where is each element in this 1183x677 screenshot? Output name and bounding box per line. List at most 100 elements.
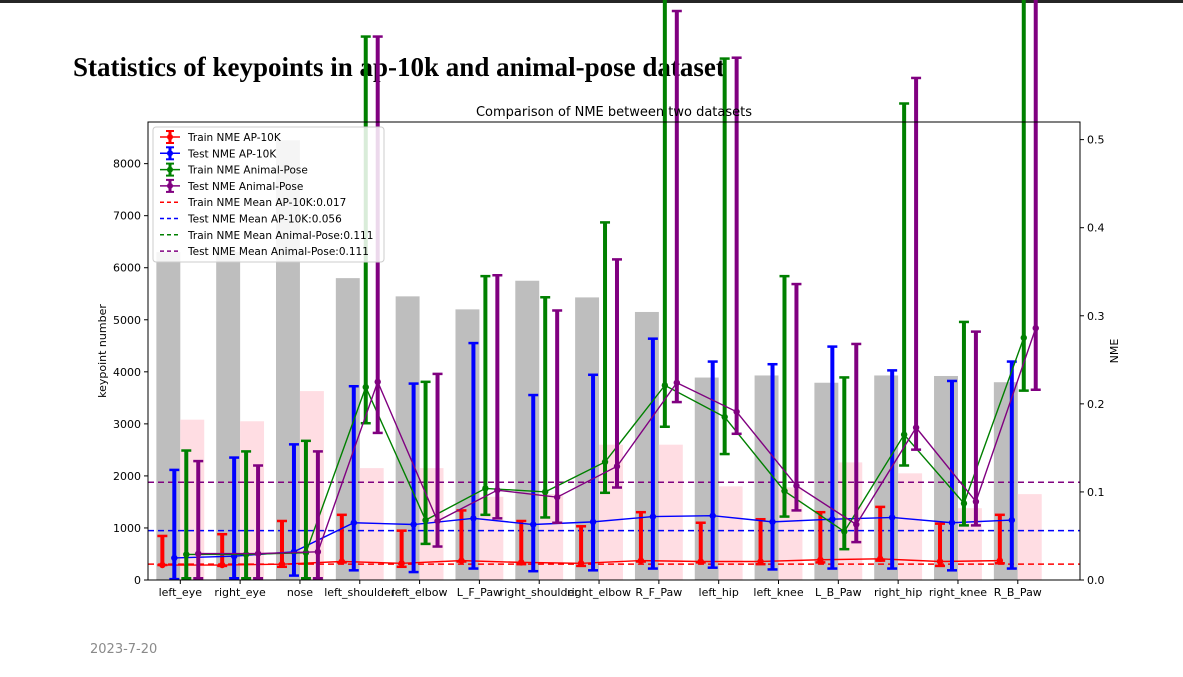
series-3 [181,0,1029,580]
series-point [829,516,836,523]
series-point [159,561,166,569]
legend: Train NME AP-10K Test NME AP-10K Train NME… [152,126,385,263]
x-tick-label: nose [287,586,313,599]
y2-tick-label: 0.3 [1087,310,1105,323]
y2-tick-label: 0.4 [1087,222,1105,235]
series-point [853,521,860,528]
series-point [637,557,645,564]
series-point [709,512,716,519]
series-point [278,560,286,568]
series-point [218,561,226,569]
series-layer [157,0,1041,581]
series-1 [157,505,1005,569]
top-bar [0,0,1183,3]
series-point [530,521,537,528]
bar-primary-l-f-paw [455,309,480,580]
chart-title: Comparison of NME between two datasets [476,105,752,120]
legend-swatch-marker [167,166,173,173]
y2-tick-label: 0.5 [1087,134,1105,147]
x-tick-label: left_elbow [392,586,448,599]
series-point [769,518,776,526]
legend-entry-label: Test NME AP-10K [187,148,277,160]
series-point [458,557,465,564]
x-tick-label: L_F_Paw [457,586,502,599]
bar-secondary-r-b-paw [1017,494,1042,580]
series-point [434,517,441,525]
series-point [900,431,908,438]
series-point [410,521,417,528]
series-point [1032,324,1039,332]
bar-primary-l-b-paw [814,382,839,580]
y-tick-label: 7000 [113,210,141,223]
y-tick-label: 3000 [113,418,141,431]
x-tick-label: left_eye [159,586,203,599]
series-point [1008,516,1016,524]
legend-entry-label: Test NME Animal-Pose [187,181,303,193]
series-point [195,550,202,557]
series-point [350,519,357,526]
series-point [601,458,609,466]
series-point [242,551,250,558]
y-tick-label: 8000 [113,158,141,171]
x-tick-label: L_B_Paw [815,586,862,599]
y-tick-label: 4000 [113,366,141,379]
x-tick-label: left_hip [699,586,739,599]
bar-secondary-right-knee [957,508,982,580]
y2-tick-label: 0.0 [1087,574,1105,587]
series-point [757,558,764,565]
x-tick-label: left_shoulder [324,586,396,599]
y-tick-label: 0 [134,574,141,587]
series-4 [193,0,1041,580]
series-point [781,487,788,495]
legend-entry-label: Test NME Mean Animal-Pose:0.111 [187,246,369,258]
series-point [912,424,920,431]
series-point [841,528,848,535]
y-tick-label: 6000 [113,262,141,275]
series-point [362,383,369,391]
y2-tick-label: 0.2 [1087,398,1105,411]
series-point [793,482,800,489]
x-tick-label: right_eye [214,586,266,599]
legend-entry-label: Train NME Mean AP-10K:0.017 [187,197,346,209]
legend-swatch-marker [167,182,173,189]
x-tick-label: right_elbow [567,586,631,599]
series-point [697,558,704,565]
series-point [338,558,346,565]
series-point [817,556,824,563]
series-point [553,494,561,501]
page-date: 2023-7-20 [90,642,158,657]
series-point [661,382,669,389]
legend-entry-label: Train NME AP-10K [187,132,282,144]
series-point [589,518,597,526]
series-point [948,519,956,526]
series-point [518,559,525,566]
x-tick-label: right_hip [874,586,922,599]
bar-primary-left-knee [754,375,779,580]
y2-axis-label: NME [1108,339,1121,364]
x-tick-label: left_knee [753,586,803,599]
series-point [888,514,896,521]
series-point [733,408,740,415]
series-point [542,488,549,496]
axes-layer: 0 1000 2000 3000 4000 5000 6000 7000 8000 0.0 0.1 0… [113,134,1105,599]
bar-primary-right-shoulder [515,280,540,580]
y-tick-label: 1000 [113,522,141,535]
series-point [482,485,489,492]
series-point [996,557,1004,564]
x-tick-label: right_knee [929,586,987,599]
series-point [673,379,681,386]
legend-entry-label: Train NME Animal-Pose [187,165,308,177]
series-point [877,555,884,563]
series-point [960,500,968,507]
legend-entry-label: Train NME Mean Animal-Pose:0.111 [187,230,373,242]
bar-primary-right-elbow [575,297,600,580]
legend-entry-label: Test NME Mean AP-10K:0.056 [187,214,342,226]
legend-swatch-marker [167,134,173,140]
bar-secondary-right-shoulder [539,494,564,580]
bar-secondary-left-shoulder [359,468,384,580]
series-point [398,560,405,567]
series-point [422,516,429,524]
series-point [171,554,178,562]
series-point [314,548,322,556]
